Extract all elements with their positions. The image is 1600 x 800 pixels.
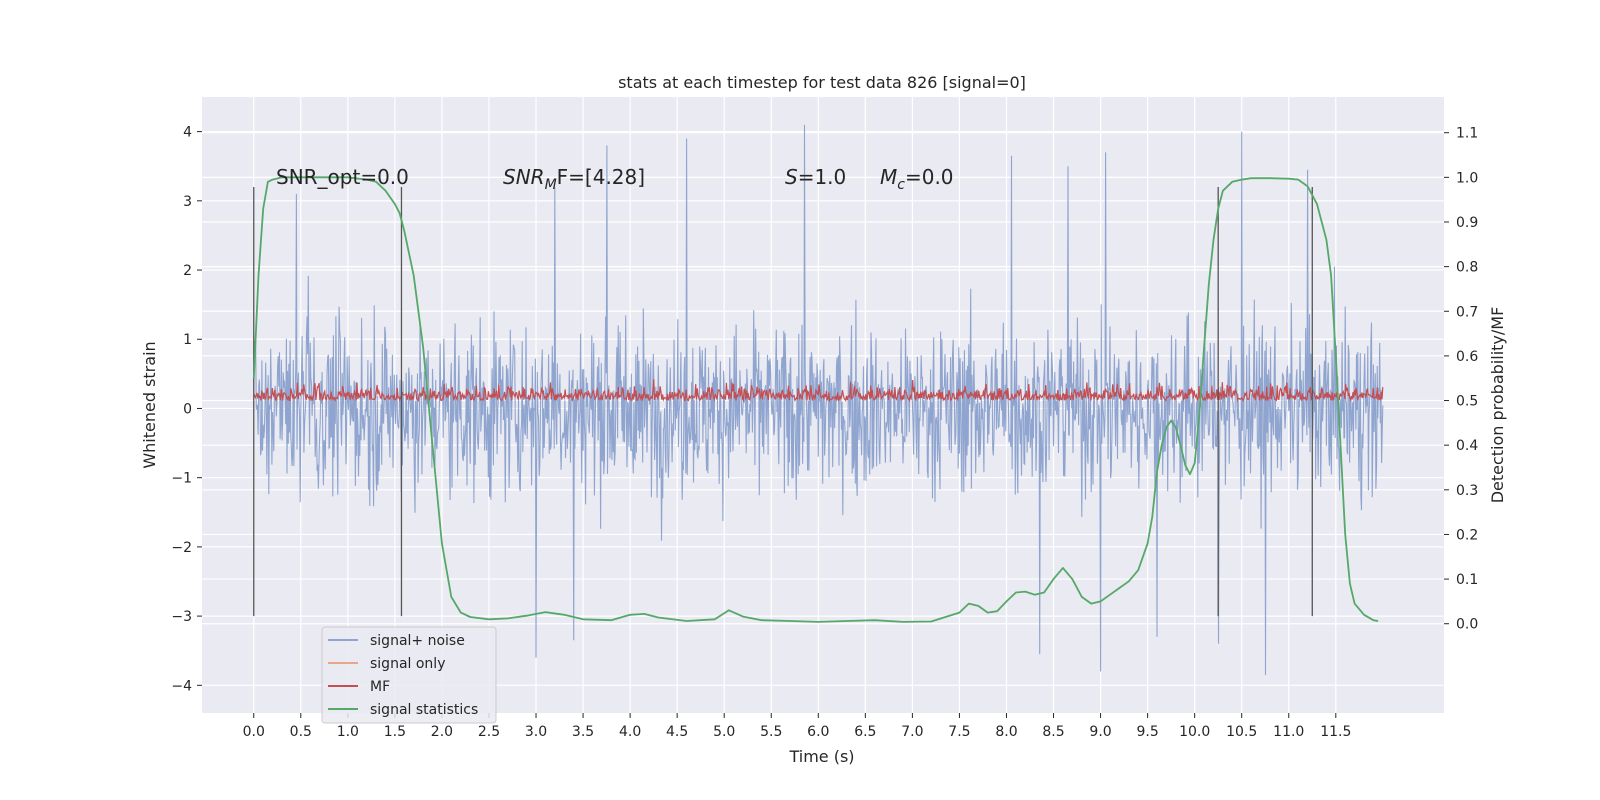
signal-statistics-line xyxy=(252,176,1379,623)
series-mf xyxy=(253,379,1384,403)
y-axis-ticks: 4 3 2 1 0 −1 −2 −3 −4 xyxy=(171,125,202,694)
y-tick-label: 3 xyxy=(183,194,192,210)
x-tick-label: 6.0 xyxy=(807,724,829,740)
legend-label-signal-only: signal only xyxy=(370,656,445,672)
series-signal-statistics xyxy=(252,176,1379,623)
x-tick-label: 3.5 xyxy=(572,724,594,740)
annotation-snr-mf: SNRMF=[4.28] xyxy=(503,165,645,193)
x-axis-label: Time (s) xyxy=(788,747,854,766)
legend-label-mf: MF xyxy=(370,679,390,695)
x-tick-label: 0.0 xyxy=(243,724,265,740)
signal-noise-line xyxy=(253,124,1384,675)
y-axis-label: Whitened strain xyxy=(140,341,159,468)
y-tick-label: 2 xyxy=(183,263,192,279)
x-tick-label: 9.0 xyxy=(1089,724,1111,740)
series-signal-noise xyxy=(253,124,1384,675)
chart-title: stats at each timestep for test data 826… xyxy=(618,73,1026,92)
annotation-snr-mf-sub: M xyxy=(545,177,557,193)
x-tick-label: 2.0 xyxy=(431,724,453,740)
y2-tick-label: 0.6 xyxy=(1456,349,1478,365)
x-tick-label: 9.5 xyxy=(1136,724,1158,740)
y-tick-label: −1 xyxy=(171,471,192,487)
x-tick-label: 8.5 xyxy=(1042,724,1064,740)
x-axis-ticks: 0.0 0.5 1.0 1.5 2.0 2.5 3.0 3.5 4.0 4.5 5.0 5.5 6.0 6… xyxy=(243,713,1351,740)
y2-tick-label: 0.1 xyxy=(1456,572,1478,588)
x-tick-label: 10.0 xyxy=(1179,724,1210,740)
mf-line xyxy=(253,379,1384,403)
y2-tick-label: 0.4 xyxy=(1456,438,1478,454)
y2-axis-label: Detection probability/MF xyxy=(1488,307,1507,504)
y-tick-label: 4 xyxy=(183,125,192,141)
y2-tick-label: 0.3 xyxy=(1456,483,1478,499)
x-tick-label: 2.5 xyxy=(478,724,500,740)
annotation-snr-opt: SNR_opt=0.0 xyxy=(276,165,409,189)
y-tick-label: 0 xyxy=(183,401,192,417)
y2-tick-label: 1.0 xyxy=(1456,170,1478,186)
x-tick-label: 4.0 xyxy=(619,724,641,740)
vertical-markers xyxy=(253,186,1313,617)
x-tick-label: 11.5 xyxy=(1320,724,1351,740)
x-tick-label: 5.0 xyxy=(713,724,735,740)
x-tick-label: 10.5 xyxy=(1226,724,1257,740)
x-tick-label: 8.0 xyxy=(995,724,1017,740)
y2-tick-label: 1.1 xyxy=(1456,126,1478,142)
annotation-s: S=1.0 xyxy=(785,165,846,189)
annotation-snr-mf-rest: F=[4.28] xyxy=(557,165,645,189)
x-tick-label: 1.0 xyxy=(337,724,359,740)
y-tick-label: 1 xyxy=(183,332,192,348)
y2-tick-label: 0.0 xyxy=(1456,617,1478,633)
legend-label-signal-statistics: signal statistics xyxy=(370,702,478,718)
legend-label-signal-noise: signal+ noise xyxy=(370,633,465,649)
x-tick-label: 1.5 xyxy=(384,724,406,740)
annotation-mc: Mc=0.0 xyxy=(880,165,954,193)
x-tick-label: 7.5 xyxy=(948,724,970,740)
annotation-mc-main: M xyxy=(880,165,897,189)
x-tick-label: 0.5 xyxy=(290,724,312,740)
x-tick-label: 7.0 xyxy=(901,724,923,740)
y-tick-label: −4 xyxy=(171,678,192,694)
x-tick-label: 5.5 xyxy=(760,724,782,740)
annotation-mc-sub: c xyxy=(897,177,905,193)
x-tick-label: 11.0 xyxy=(1273,724,1304,740)
legend: signal+ noise signal only MF signal stat… xyxy=(321,626,497,724)
x-tick-label: 6.5 xyxy=(854,724,876,740)
x-tick-label: 3.0 xyxy=(525,724,547,740)
y2-axis-ticks: 1.1 1.0 0.9 0.8 0.7 0.6 0.5 0.4 0.3 0.2 0.1 0.0 xyxy=(1444,126,1478,633)
y2-tick-label: 0.2 xyxy=(1456,527,1478,543)
y2-tick-label: 0.5 xyxy=(1456,394,1478,410)
annotation-snr-mf-main: SNR xyxy=(503,165,545,189)
y-tick-label: −2 xyxy=(171,540,192,556)
y2-tick-label: 0.7 xyxy=(1456,304,1478,320)
y2-tick-label: 0.9 xyxy=(1456,215,1478,231)
legend-box xyxy=(321,626,497,724)
y-tick-label: −3 xyxy=(171,609,192,625)
annotation-s-rest: =1.0 xyxy=(798,165,847,189)
annotation-s-main: S xyxy=(785,165,798,189)
annotation-mc-rest: =0.0 xyxy=(905,165,954,189)
x-tick-label: 4.5 xyxy=(666,724,688,740)
y2-tick-label: 0.8 xyxy=(1456,260,1478,276)
